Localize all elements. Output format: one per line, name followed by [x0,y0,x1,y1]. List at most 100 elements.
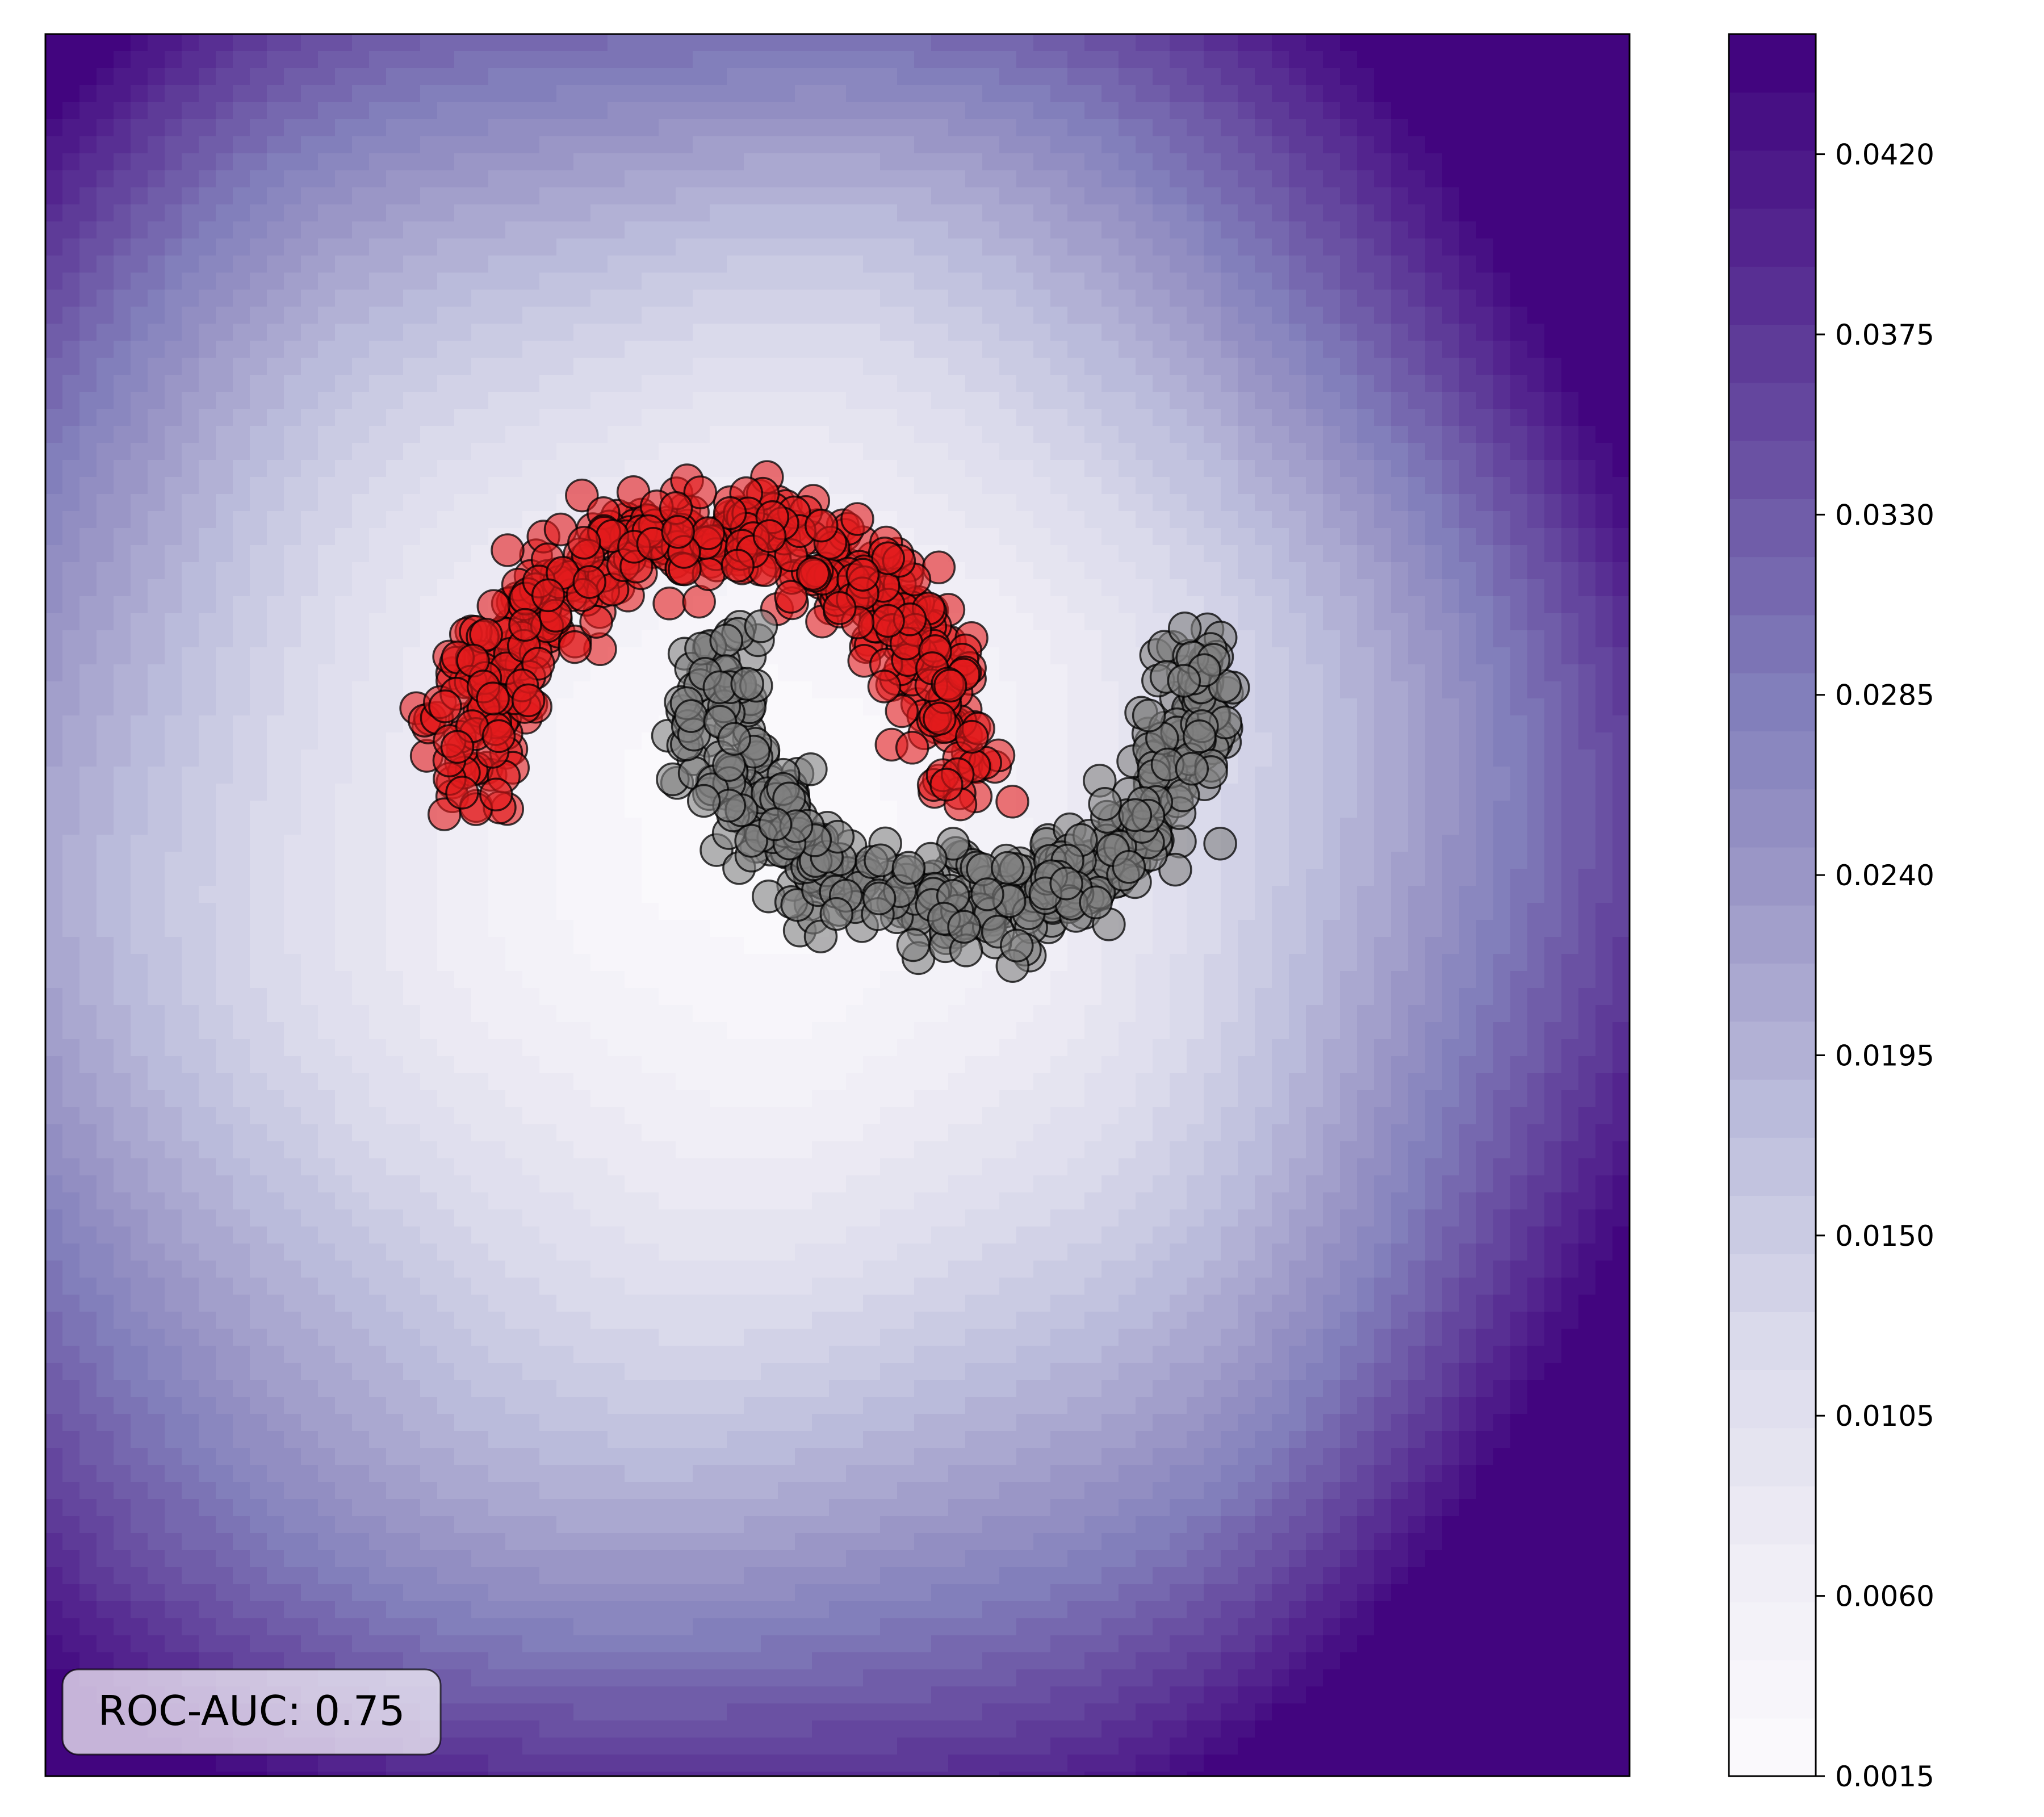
data-point [1088,787,1122,821]
colorbar-level [1729,324,1816,383]
colorbar-level [1729,789,1816,848]
data-point [1049,866,1083,901]
data-point [991,851,1025,885]
colorbar-tick-label: 0.0240 [1835,859,1934,892]
data-point [1167,664,1201,698]
colorbar-level [1729,1660,1816,1719]
series-upper-moon [399,460,1029,831]
data-point [845,558,880,592]
data-point [885,694,919,729]
data-point [511,683,546,718]
data-point [491,533,525,567]
data-point [531,578,566,613]
data-point [895,731,929,765]
data-point [702,670,737,705]
colorbar-level [1729,963,1816,1022]
data-point [929,768,964,802]
data-point [508,608,542,642]
annotation-box [61,1668,442,1756]
data-point [955,719,989,754]
colorbar-level [1729,1079,1816,1138]
colorbar-level [1729,1427,1816,1487]
data-point [428,689,462,723]
annotation-text: ROC-AUC: 0.75 [98,1687,405,1735]
data-point [445,776,479,810]
colorbar-level [1729,905,1816,964]
data-point [840,502,874,536]
data-point [871,541,905,575]
data-point [686,784,721,818]
colorbar-level [1729,1311,1816,1370]
data-point [730,667,764,701]
data-point [1132,698,1166,732]
data-point [819,897,854,931]
data-point [1118,798,1153,832]
data-point [1079,885,1113,920]
colorbar-level [1729,34,1816,93]
colorbar-tick-label: 0.0060 [1835,1580,1934,1613]
colorbar-tick-label: 0.0375 [1835,319,1934,351]
data-point [683,475,718,509]
colorbar-level [1729,556,1816,616]
colorbar-level [1729,499,1816,558]
colorbar-level [1729,1602,1816,1661]
colorbar-tick-label: 0.0285 [1835,679,1934,712]
data-point [823,591,857,625]
data-point [1000,928,1034,962]
data-point [572,565,606,599]
data-point [558,630,592,664]
colorbar-level [1729,92,1816,151]
data-point [476,681,510,715]
data-point [709,623,743,658]
data-point [758,807,793,841]
colorbar-fill [1729,34,1816,1777]
data-point [713,496,747,530]
data-point [744,609,778,643]
data-point [1175,752,1209,786]
data-point [752,519,787,553]
data-point [440,730,475,764]
roc-auc-annotation: ROC-AUC: 0.75 [61,1668,442,1756]
data-point [1112,850,1146,884]
data-point [717,722,751,756]
colorbar-level [1729,1253,1816,1312]
data-point [923,701,957,736]
colorbar-level [1729,1137,1816,1196]
colorbar-level [1729,847,1816,906]
data-point [1203,826,1237,861]
data-point [652,587,686,621]
colorbar-tick-label: 0.0150 [1835,1220,1934,1253]
data-point [721,549,755,583]
data-point [896,928,931,962]
colorbar-frame [1728,33,1817,1777]
data-point [794,752,828,786]
data-point [795,556,830,591]
colorbar-tick-label: 0.0105 [1835,1400,1934,1433]
data-point [1158,852,1192,887]
colorbar-level [1729,1021,1816,1080]
data-point [891,851,926,885]
data-point [805,508,839,543]
colorbar-level [1729,440,1816,499]
colorbar-tick-label: 0.0015 [1835,1760,1934,1793]
data-point [734,824,768,858]
data-point [481,719,516,753]
data-point [479,777,513,812]
data-point [661,514,695,549]
data-point [947,910,981,944]
colorbar-level [1729,1485,1816,1544]
data-point [774,580,808,614]
colorbar-level [1729,382,1816,441]
data-point [867,669,902,704]
data-point [1182,719,1217,753]
colorbar-level [1729,672,1816,731]
colorbar-level [1729,731,1816,790]
colorbar-level [1729,1195,1816,1254]
colorbar-tick-label: 0.0195 [1835,1039,1934,1072]
colorbar-level [1729,1370,1816,1429]
data-point [933,668,967,703]
colorbar-level [1729,266,1816,325]
series-lower-moon [651,609,1250,983]
colorbar-tick-label: 0.0420 [1835,139,1934,171]
